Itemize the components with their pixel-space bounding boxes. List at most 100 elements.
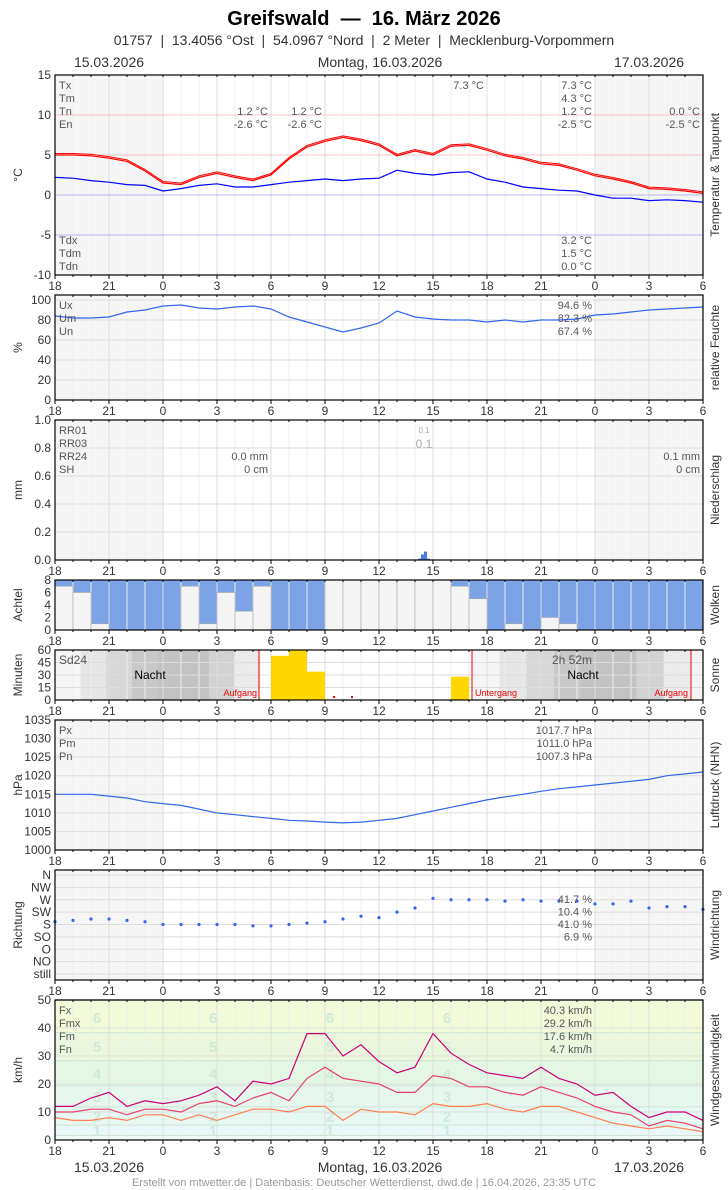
panel-title: Temperatur & Taupunkt bbox=[708, 112, 722, 237]
x-tick-label: 18 bbox=[48, 404, 62, 418]
stat-value: -2.5 °C bbox=[666, 119, 700, 131]
stat-value: 0.0 mm bbox=[231, 451, 268, 463]
x-tick-label: 6 bbox=[268, 704, 275, 718]
x-tick-label: 9 bbox=[322, 634, 329, 648]
y-tick-label: 1000 bbox=[24, 843, 51, 857]
beaufort-label: 2 bbox=[326, 1109, 334, 1126]
series-line-feuchte bbox=[54, 304, 704, 333]
y-tick-label: 15 bbox=[38, 681, 52, 695]
wind-direction-point bbox=[251, 924, 255, 928]
x-tick-label: 18 bbox=[480, 1144, 494, 1158]
wind-direction-point bbox=[269, 924, 273, 928]
beaufort-label: 3 bbox=[443, 1089, 451, 1106]
x-tick-label: 18 bbox=[480, 279, 494, 293]
stat-label: RR03 bbox=[59, 438, 87, 450]
cloud-bar bbox=[504, 623, 524, 631]
wind-direction-stat: 10.4 % bbox=[558, 907, 592, 919]
x-tick-label: 18 bbox=[480, 634, 494, 648]
sun-label-total: 2h 52m bbox=[552, 653, 592, 667]
cloud-bar bbox=[216, 592, 236, 631]
wind-direction-point bbox=[449, 898, 453, 902]
stat-label: Tn bbox=[59, 106, 72, 118]
stat-label: Tx bbox=[59, 80, 72, 92]
stat-value: 17.6 km/h bbox=[544, 1031, 592, 1043]
beaufort-label: 3 bbox=[209, 1089, 217, 1106]
x-tick-label: 18 bbox=[480, 564, 494, 578]
x-tick-label: 21 bbox=[102, 634, 116, 648]
y-tick-label: 0.4 bbox=[34, 497, 51, 511]
beaufort-label: 1 bbox=[93, 1123, 101, 1140]
beaufort-label: 4 bbox=[93, 1066, 102, 1083]
y-tick-label: 80 bbox=[38, 313, 52, 327]
x-tick-label: 18 bbox=[48, 564, 62, 578]
x-tick-label: 6 bbox=[268, 1144, 275, 1158]
rr03-annotation: 0.1 bbox=[416, 437, 433, 451]
stat-value: 4.7 km/h bbox=[550, 1044, 592, 1056]
x-tick-label: 6 bbox=[700, 279, 707, 293]
beaufort-label: 1 bbox=[326, 1123, 334, 1140]
y-tick-label: 1025 bbox=[24, 750, 51, 764]
series-line-temperatur bbox=[55, 136, 704, 194]
stat-label: RR01 bbox=[59, 425, 87, 437]
x-tick-label: 3 bbox=[646, 564, 653, 578]
y-tick-label: 0 bbox=[44, 1133, 51, 1147]
wind-direction-point bbox=[143, 920, 147, 924]
y-axis-label: mm bbox=[11, 480, 25, 500]
sun-bar bbox=[451, 676, 469, 700]
x-tick-label: 6 bbox=[268, 564, 275, 578]
wind-direction-stat: 6.9 % bbox=[564, 932, 592, 944]
stat-value: 67.4 % bbox=[558, 326, 592, 338]
sun-bar bbox=[271, 655, 289, 700]
date-right-bottom: 17.03.2026 bbox=[614, 1159, 684, 1175]
stat-label: Um bbox=[59, 313, 76, 325]
y-tick-label: 10 bbox=[38, 1105, 52, 1119]
stat-value: 0 cm bbox=[676, 464, 700, 476]
cloud-bar bbox=[252, 585, 272, 631]
y-tick-label: 6 bbox=[44, 586, 51, 600]
cloud-bar bbox=[180, 585, 200, 631]
wind-direction-point bbox=[107, 917, 111, 921]
wind-direction-point bbox=[431, 896, 435, 900]
cloud-bar bbox=[450, 585, 470, 631]
stat-label: Fn bbox=[59, 1044, 72, 1056]
x-tick-label: 15 bbox=[426, 984, 440, 998]
y-tick-label: 40 bbox=[38, 353, 52, 367]
x-tick-label: 3 bbox=[214, 704, 221, 718]
y-axis-label: Achtel bbox=[11, 588, 25, 621]
x-tick-label: 15 bbox=[426, 704, 440, 718]
x-tick-label: 3 bbox=[646, 279, 653, 293]
y-axis-label: Minuten bbox=[11, 654, 25, 697]
wind-direction-point bbox=[89, 917, 93, 921]
x-tick-label: 18 bbox=[48, 279, 62, 293]
wind-direction-point bbox=[161, 922, 165, 927]
y-tick-label: 30 bbox=[38, 1049, 52, 1063]
stat-label: Tdm bbox=[59, 248, 81, 260]
date-right: 17.03.2026 bbox=[614, 54, 684, 70]
cloud-bar bbox=[72, 592, 92, 631]
y-tick-label: 1035 bbox=[24, 713, 51, 727]
stat-value: 1.5 °C bbox=[561, 248, 592, 260]
y-tick-label: 15 bbox=[38, 68, 52, 82]
y-tick-label: 100 bbox=[31, 293, 51, 307]
x-tick-label: 21 bbox=[534, 279, 548, 293]
x-tick-label: 18 bbox=[480, 854, 494, 868]
beaufort-label: 6 bbox=[93, 1010, 101, 1027]
wind-direction-point bbox=[179, 922, 183, 927]
beaufort-label: 1 bbox=[443, 1123, 451, 1140]
wind-direction-point bbox=[611, 902, 615, 906]
y-tick-label: N bbox=[42, 868, 51, 882]
x-tick-label: 21 bbox=[102, 564, 116, 578]
y-axis-label: % bbox=[11, 342, 25, 353]
stat-value: 40.3 km/h bbox=[544, 1005, 592, 1017]
y-tick-label: 60 bbox=[38, 333, 52, 347]
x-tick-label: 18 bbox=[480, 704, 494, 718]
y-tick-label: 20 bbox=[38, 373, 52, 387]
y-tick-label: S bbox=[43, 918, 51, 932]
series-line-fm bbox=[55, 1066, 704, 1130]
y-tick-label: 2 bbox=[44, 611, 51, 625]
beaufort-label: 3 bbox=[326, 1089, 334, 1106]
wind-direction-stat: 41.0 % bbox=[558, 919, 592, 931]
